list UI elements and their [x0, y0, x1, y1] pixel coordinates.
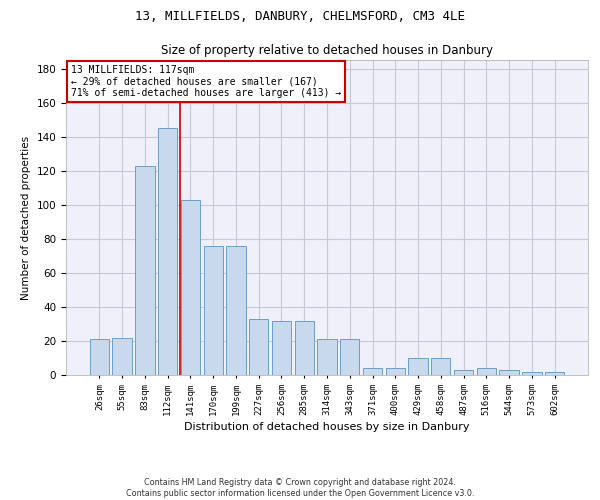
- Bar: [272, 320, 291, 375]
- Bar: [454, 370, 473, 375]
- Text: Contains HM Land Registry data © Crown copyright and database right 2024.
Contai: Contains HM Land Registry data © Crown c…: [126, 478, 474, 498]
- Bar: [476, 368, 496, 375]
- X-axis label: Distribution of detached houses by size in Danbury: Distribution of detached houses by size …: [184, 422, 470, 432]
- Bar: [112, 338, 132, 375]
- Bar: [340, 339, 359, 375]
- Y-axis label: Number of detached properties: Number of detached properties: [21, 136, 31, 300]
- Text: 13, MILLFIELDS, DANBURY, CHELMSFORD, CM3 4LE: 13, MILLFIELDS, DANBURY, CHELMSFORD, CM3…: [135, 10, 465, 23]
- Title: Size of property relative to detached houses in Danbury: Size of property relative to detached ho…: [161, 44, 493, 58]
- Bar: [181, 200, 200, 375]
- Bar: [249, 319, 268, 375]
- Bar: [522, 372, 542, 375]
- Bar: [431, 358, 451, 375]
- Bar: [317, 339, 337, 375]
- Text: 13 MILLFIELDS: 117sqm
← 29% of detached houses are smaller (167)
71% of semi-det: 13 MILLFIELDS: 117sqm ← 29% of detached …: [71, 64, 341, 98]
- Bar: [295, 320, 314, 375]
- Bar: [363, 368, 382, 375]
- Bar: [203, 246, 223, 375]
- Bar: [499, 370, 519, 375]
- Bar: [545, 372, 564, 375]
- Bar: [386, 368, 405, 375]
- Bar: [135, 166, 155, 375]
- Bar: [158, 128, 178, 375]
- Bar: [90, 339, 109, 375]
- Bar: [409, 358, 428, 375]
- Bar: [226, 246, 245, 375]
